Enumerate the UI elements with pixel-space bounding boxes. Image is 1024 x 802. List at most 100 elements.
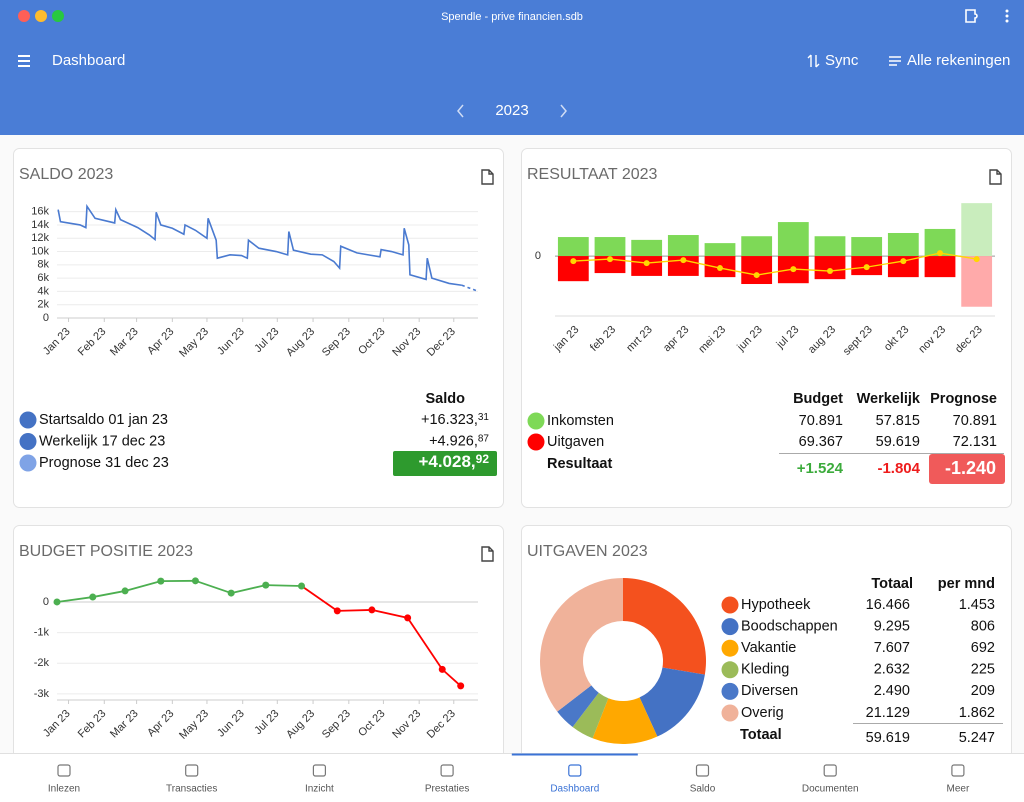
cell: 69.367 (799, 434, 843, 450)
legend-label: Inkomsten (547, 413, 614, 429)
accounts-icon[interactable] (889, 56, 901, 66)
column-header: Werkelijk (857, 391, 921, 407)
result-point (790, 266, 797, 273)
legend-dot (527, 433, 545, 451)
close-button[interactable] (18, 10, 30, 22)
donut-slice (557, 685, 599, 727)
nav-label[interactable]: Prestaties (425, 784, 469, 795)
document-icon[interactable] (989, 169, 1002, 185)
point (53, 598, 61, 606)
bar (741, 236, 773, 257)
row-label: Prognose 31 dec 23 (39, 455, 169, 471)
nav-label[interactable]: Transacties (166, 784, 217, 795)
extension-icon[interactable] (965, 9, 978, 23)
bar (961, 256, 993, 307)
more-icon[interactable] (1005, 9, 1009, 23)
total-per-month: 5.247 (959, 730, 995, 746)
bottom-nav (0, 753, 1024, 802)
legend-label: Uitgaven (547, 434, 604, 450)
accounts-button[interactable]: Alle rekeningen (907, 52, 1010, 69)
nav-label[interactable]: Documenten (802, 784, 859, 795)
legend-label: Diversen (741, 683, 798, 699)
line-segment (406, 617, 443, 670)
point (157, 577, 165, 585)
zoom-button[interactable] (52, 10, 64, 22)
legend-dot (721, 618, 739, 636)
year: 2023 (495, 102, 528, 119)
result-point (643, 260, 650, 267)
card-title: SALDO 2023 (19, 166, 113, 183)
sync-icon[interactable] (807, 54, 820, 68)
y-tick-label: -3k (34, 688, 50, 700)
budget-card (13, 525, 504, 802)
y-tick-label: 4k (37, 285, 49, 297)
card-title: UITGAVEN 2023 (527, 543, 648, 560)
bar (887, 256, 919, 278)
legend-dot (19, 411, 37, 429)
legend-dot (721, 704, 739, 722)
amount-cents: 31 (478, 412, 490, 423)
result-point (570, 258, 577, 265)
document-icon[interactable] (481, 169, 494, 185)
nav-label[interactable]: Dashboard (550, 784, 599, 795)
y-tick-label: -1k (34, 627, 50, 639)
legend-dot (19, 433, 37, 450)
next-year[interactable] (560, 104, 567, 118)
nav-icon (312, 764, 326, 777)
bar (741, 256, 773, 285)
bar (887, 232, 919, 257)
result-point (863, 264, 870, 271)
amount-whole: +4.028, (418, 452, 475, 471)
prev-year[interactable] (457, 104, 464, 118)
point (404, 614, 412, 622)
row-label: Werkelijk 17 dec 23 (39, 433, 165, 449)
document-icon[interactable] (481, 546, 494, 562)
sync-button[interactable]: Sync (825, 52, 859, 69)
legend-dot (527, 412, 545, 430)
bar (704, 243, 736, 257)
line (461, 284, 479, 292)
point (457, 682, 465, 690)
y-tick-label: 6k (37, 272, 49, 284)
legend-label: Kleding (741, 662, 789, 678)
line-segment (124, 580, 162, 592)
nav-icon (185, 764, 199, 777)
y-tick-label: 0 (43, 312, 49, 324)
y-tick-label: 8k (37, 259, 49, 271)
nav-label[interactable]: Meer (947, 784, 970, 795)
amount-whole: +16.323, (421, 412, 478, 428)
point (438, 665, 446, 673)
result-cell: -1.240 (945, 458, 996, 478)
point (262, 581, 270, 589)
window-title: Spendle - prive financien.sdb (441, 11, 583, 23)
point (333, 607, 341, 615)
result-cell: -1.804 (877, 460, 920, 477)
result-cell: +1.524 (797, 460, 844, 477)
cell: 1.862 (959, 705, 995, 721)
bar (667, 235, 699, 257)
nav-icon (568, 764, 582, 777)
nav-icon (823, 764, 837, 777)
bar (594, 237, 626, 257)
cell: 9.295 (874, 618, 910, 634)
result-point (937, 250, 943, 257)
cell: 692 (971, 640, 995, 656)
point (227, 589, 235, 597)
y-tick-label: 12k (31, 232, 49, 244)
nav-label[interactable]: Inzicht (305, 784, 334, 795)
cell: 21.129 (866, 705, 910, 721)
minimize-button[interactable] (35, 10, 47, 22)
legend-label: Boodschappen (741, 618, 838, 634)
amount-whole: +4.926, (429, 433, 478, 449)
y-tick-label: 0 (535, 250, 541, 262)
row-label: Resultaat (547, 456, 612, 472)
y-tick-label: 16k (31, 206, 49, 218)
column-header: Budget (793, 391, 843, 407)
menu-icon[interactable] (18, 55, 30, 67)
y-tick-label: 2k (37, 299, 49, 311)
bar (924, 256, 956, 278)
column-header: per mnd (938, 576, 995, 592)
nav-label[interactable]: Inlezen (48, 784, 80, 795)
nav-label[interactable]: Saldo (690, 784, 716, 795)
result-point (900, 258, 907, 265)
